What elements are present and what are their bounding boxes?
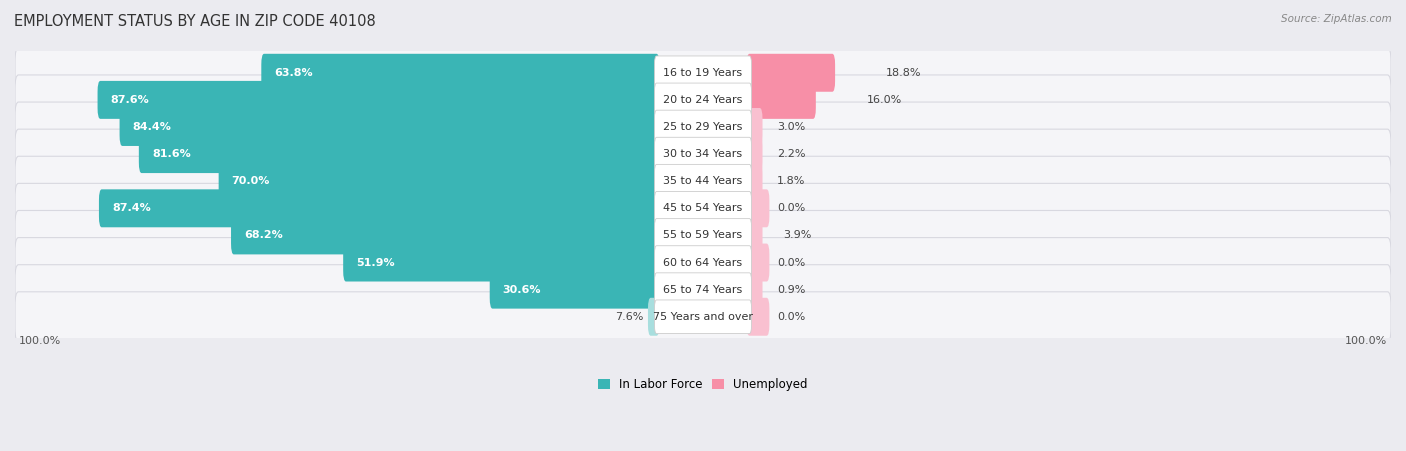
Text: 16 to 19 Years: 16 to 19 Years: [664, 68, 742, 78]
Text: 25 to 29 Years: 25 to 29 Years: [664, 122, 742, 132]
Legend: In Labor Force, Unemployed: In Labor Force, Unemployed: [593, 373, 813, 396]
FancyBboxPatch shape: [747, 189, 769, 227]
FancyBboxPatch shape: [747, 54, 835, 92]
Text: 2.2%: 2.2%: [778, 149, 806, 159]
Text: 100.0%: 100.0%: [1346, 336, 1388, 346]
Text: 3.0%: 3.0%: [778, 122, 806, 132]
FancyBboxPatch shape: [262, 54, 659, 92]
Text: 0.0%: 0.0%: [778, 312, 806, 322]
FancyBboxPatch shape: [744, 108, 762, 146]
Text: 0.0%: 0.0%: [778, 203, 806, 213]
FancyBboxPatch shape: [219, 162, 659, 200]
FancyBboxPatch shape: [489, 271, 659, 308]
FancyBboxPatch shape: [97, 81, 659, 119]
FancyBboxPatch shape: [15, 265, 1391, 315]
FancyBboxPatch shape: [655, 219, 751, 252]
FancyBboxPatch shape: [15, 129, 1391, 179]
Text: 63.8%: 63.8%: [274, 68, 314, 78]
Text: 0.0%: 0.0%: [778, 258, 806, 267]
Text: 55 to 59 Years: 55 to 59 Years: [664, 230, 742, 240]
Text: 3.9%: 3.9%: [783, 230, 811, 240]
Text: 16.0%: 16.0%: [866, 95, 901, 105]
Text: EMPLOYMENT STATUS BY AGE IN ZIP CODE 40108: EMPLOYMENT STATUS BY AGE IN ZIP CODE 401…: [14, 14, 375, 28]
FancyBboxPatch shape: [15, 184, 1391, 233]
FancyBboxPatch shape: [655, 246, 751, 279]
FancyBboxPatch shape: [747, 244, 769, 281]
Text: 45 to 54 Years: 45 to 54 Years: [664, 203, 742, 213]
FancyBboxPatch shape: [139, 135, 659, 173]
Text: 68.2%: 68.2%: [245, 230, 283, 240]
Text: 35 to 44 Years: 35 to 44 Years: [664, 176, 742, 186]
Text: 75 Years and over: 75 Years and over: [652, 312, 754, 322]
FancyBboxPatch shape: [655, 83, 751, 117]
FancyBboxPatch shape: [655, 165, 751, 198]
FancyBboxPatch shape: [655, 137, 751, 171]
FancyBboxPatch shape: [744, 216, 762, 254]
FancyBboxPatch shape: [744, 162, 762, 200]
Text: 30 to 34 Years: 30 to 34 Years: [664, 149, 742, 159]
FancyBboxPatch shape: [655, 110, 751, 144]
FancyBboxPatch shape: [655, 273, 751, 306]
FancyBboxPatch shape: [15, 156, 1391, 206]
FancyBboxPatch shape: [655, 300, 751, 334]
Text: 30.6%: 30.6%: [503, 285, 541, 295]
FancyBboxPatch shape: [98, 189, 659, 227]
Text: 84.4%: 84.4%: [132, 122, 172, 132]
Text: 0.9%: 0.9%: [778, 285, 806, 295]
FancyBboxPatch shape: [648, 298, 659, 336]
Text: 70.0%: 70.0%: [232, 176, 270, 186]
FancyBboxPatch shape: [15, 211, 1391, 260]
FancyBboxPatch shape: [655, 192, 751, 225]
FancyBboxPatch shape: [15, 102, 1391, 152]
FancyBboxPatch shape: [747, 81, 815, 119]
FancyBboxPatch shape: [744, 135, 762, 173]
Text: 7.6%: 7.6%: [616, 312, 644, 322]
Text: 60 to 64 Years: 60 to 64 Years: [664, 258, 742, 267]
Text: 65 to 74 Years: 65 to 74 Years: [664, 285, 742, 295]
Text: Source: ZipAtlas.com: Source: ZipAtlas.com: [1281, 14, 1392, 23]
FancyBboxPatch shape: [343, 244, 659, 281]
FancyBboxPatch shape: [15, 75, 1391, 125]
Text: 1.8%: 1.8%: [778, 176, 806, 186]
Text: 87.4%: 87.4%: [112, 203, 150, 213]
Text: 20 to 24 Years: 20 to 24 Years: [664, 95, 742, 105]
FancyBboxPatch shape: [744, 271, 762, 308]
Text: 100.0%: 100.0%: [18, 336, 60, 346]
Text: 51.9%: 51.9%: [356, 258, 395, 267]
Text: 87.6%: 87.6%: [111, 95, 149, 105]
FancyBboxPatch shape: [747, 298, 769, 336]
Text: 18.8%: 18.8%: [886, 68, 921, 78]
FancyBboxPatch shape: [231, 216, 659, 254]
FancyBboxPatch shape: [120, 108, 659, 146]
FancyBboxPatch shape: [15, 238, 1391, 287]
FancyBboxPatch shape: [655, 56, 751, 90]
FancyBboxPatch shape: [15, 48, 1391, 98]
FancyBboxPatch shape: [15, 292, 1391, 342]
Text: 81.6%: 81.6%: [152, 149, 191, 159]
